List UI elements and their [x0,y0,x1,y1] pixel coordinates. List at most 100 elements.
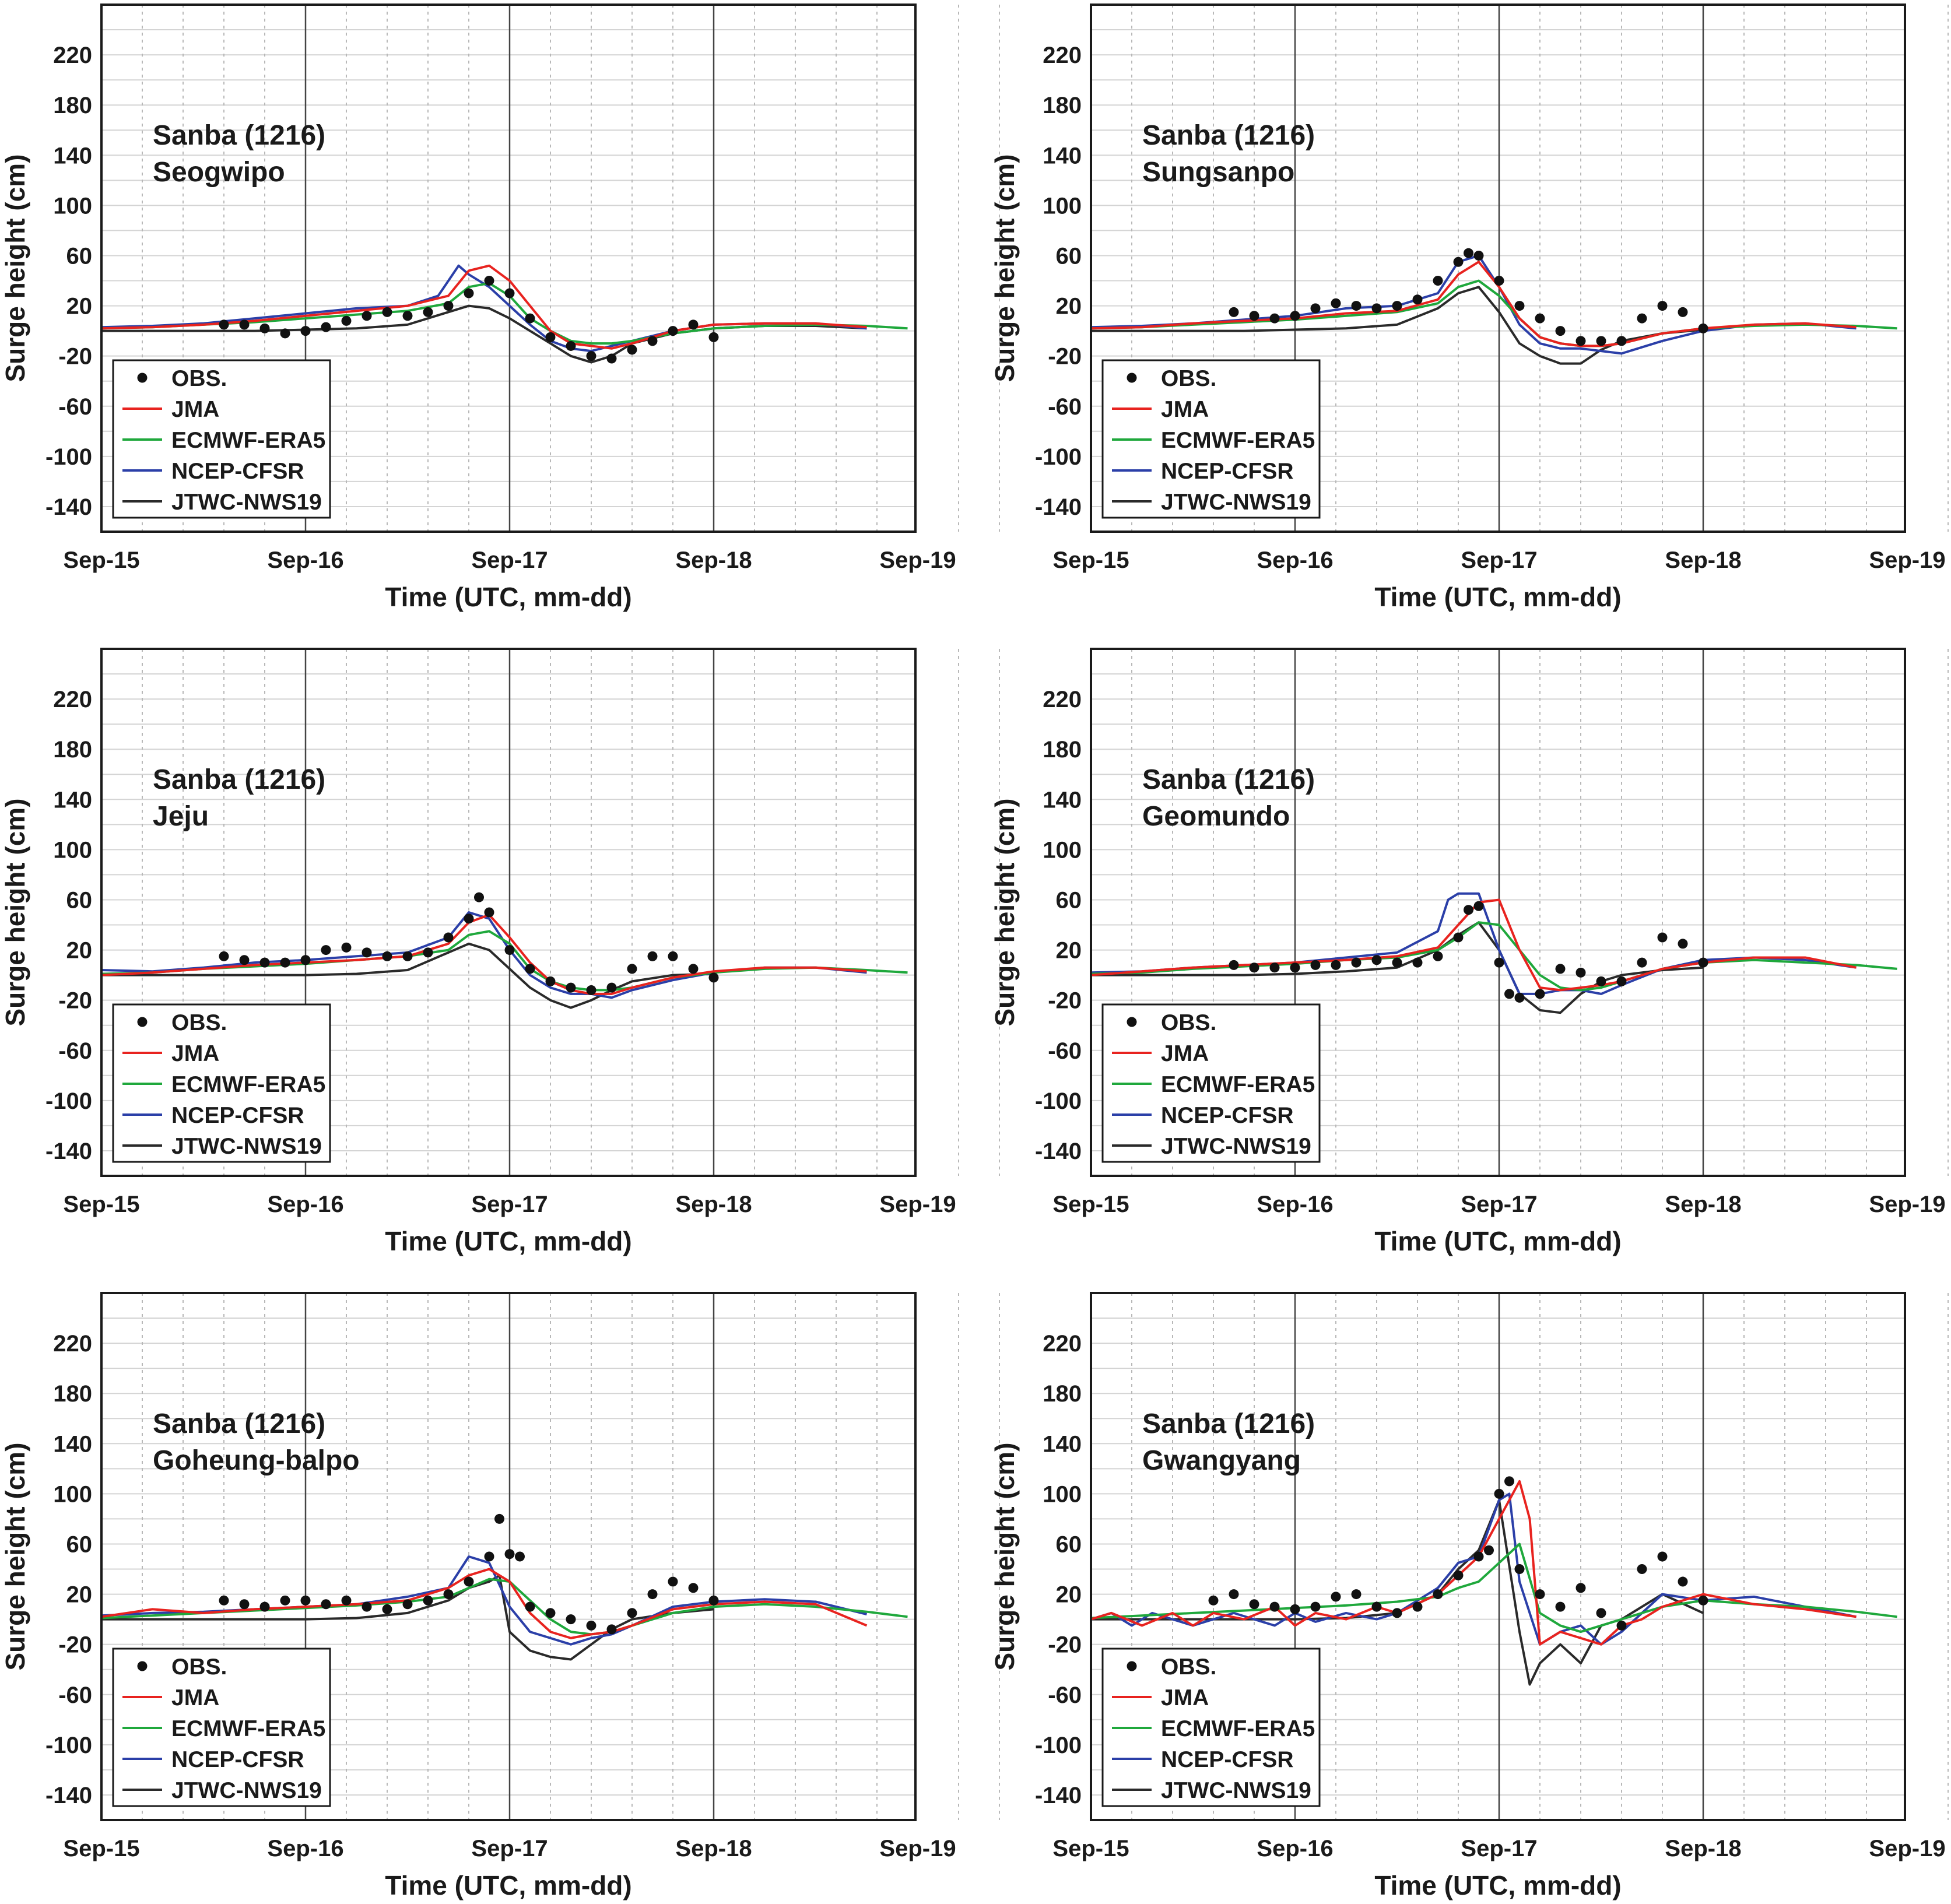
obs-point [708,972,719,983]
x-axis-label: Time (UTC, mm-dd) [1374,1870,1621,1901]
storm-title: Sanba (1216) [1142,120,1315,151]
obs-point [606,982,617,993]
y-tick-label: 100 [1043,1481,1082,1507]
x-tick-label: Sep-19 [879,1192,956,1217]
chart-marks [101,1513,908,1661]
y-tick-label: 180 [1043,1381,1082,1407]
legend-label: NCEP-CFSR [171,1747,304,1772]
series-line-ecmwf-era5 [101,282,908,345]
obs-point [1331,960,1341,970]
obs-point [300,1595,311,1606]
obs-point [1616,1620,1627,1631]
obs-point [1596,336,1606,346]
legend-swatch-obs [1127,1661,1137,1671]
legend-label: JMA [171,397,219,422]
x-tick-label: Sep-17 [1461,1836,1537,1861]
x-tick-label: Sep-16 [1257,547,1333,573]
legend-swatch-obs [137,1661,148,1671]
y-tick-label: 220 [53,43,92,68]
y-tick-label: -60 [1048,1682,1082,1708]
y-tick-label: -100 [1035,1733,1082,1758]
obs-point [545,976,556,986]
y-axis-label: Surge height (cm) [0,1442,30,1670]
storm-title: Sanba (1216) [153,764,325,795]
y-tick-label: -100 [45,444,92,470]
obs-point [1208,1595,1219,1606]
obs-point [647,951,658,961]
obs-point [1453,1570,1464,1580]
y-tick-label: 180 [1043,93,1082,118]
x-tick-label: Sep-18 [1665,547,1741,573]
obs-point [1351,1589,1362,1600]
y-tick-label: -60 [58,394,92,420]
station-name: Jeju [153,801,209,832]
obs-point [688,964,699,974]
obs-point [402,951,413,961]
legend-label: JTWC-NWS19 [1161,1778,1311,1803]
legend-label: JTWC-NWS19 [1161,490,1311,515]
y-tick-label: 20 [66,294,93,319]
x-tick-label: Sep-15 [63,547,139,573]
obs-point [1249,1599,1259,1610]
obs-point [484,276,494,286]
storm-title: Sanba (1216) [1142,1408,1315,1439]
obs-point [1229,1589,1239,1600]
x-axis-label: Time (UTC, mm-dd) [385,1870,631,1901]
y-tick-label: -60 [1048,1038,1082,1064]
legend: OBS. JMA ECMWF-ERA5 NCEP-CFSR JTWC-NWS19 [112,1647,331,1807]
legend-label: ECMWF-ERA5 [171,1716,325,1741]
legend-label: JMA [1161,397,1209,422]
legend-swatch-obs [1127,1017,1137,1027]
plot-frame [1090,648,1906,1177]
y-tick-label: 100 [1043,837,1082,863]
y-tick-labels: 220 180 140 100 60 20 -20 -60 -100 -140 [45,43,92,520]
station-name: Seogwipo [153,157,285,188]
obs-point [1596,1608,1606,1618]
y-tick-label: 100 [53,837,92,863]
obs-point [627,1608,637,1618]
obs-point [1637,957,1647,968]
y-tick-label: -20 [58,1632,92,1658]
x-tick-label: Sep-18 [1665,1836,1741,1861]
obs-point [382,951,392,961]
x-tick-label: Sep-16 [1257,1192,1333,1217]
series-line-jma [101,1568,868,1639]
legend: OBS. JMA ECMWF-ERA5 NCEP-CFSR JTWC-NWS19 [1101,359,1321,519]
y-tick-label: -60 [58,1038,92,1064]
obs-point [464,914,474,924]
obs-point [708,332,719,342]
obs-point [1555,326,1566,336]
y-tick-label: 100 [53,193,92,219]
y-tick-label: 220 [53,687,92,712]
obs-point [525,1601,535,1612]
obs-point [423,307,433,317]
obs-point [1310,303,1321,314]
series-line-ecmwf-era5 [101,1578,908,1636]
legend-label: JTWC-NWS19 [1161,1134,1311,1159]
y-tick-label: -140 [45,1783,92,1808]
obs-point [362,947,372,958]
obs-point [504,288,515,298]
obs-point [1412,1601,1423,1612]
x-axis-label: Time (UTC, mm-dd) [385,1226,631,1256]
obs-point [1249,311,1259,321]
obs-point [1555,1601,1566,1612]
obs-point [1290,311,1300,321]
obs-point [1575,967,1586,978]
y-tick-label: -140 [45,1139,92,1164]
y-tick-label: -20 [1048,1632,1082,1658]
y-tick-label: 140 [53,787,92,813]
legend-label: OBS. [171,1010,227,1035]
legend: OBS. JMA ECMWF-ERA5 NCEP-CFSR JTWC-NWS19 [1101,1003,1321,1163]
obs-point [1555,964,1566,974]
obs-point [1433,1589,1443,1600]
y-tick-label: -100 [45,1733,92,1758]
obs-point [525,313,535,324]
obs-point [341,942,352,953]
legend-label: OBS. [1161,366,1216,391]
obs-point [402,1599,413,1610]
obs-point [484,1551,494,1562]
x-tick-labels: Sep-15 Sep-16 Sep-17 Sep-18 Sep-19 [1052,1192,1945,1217]
